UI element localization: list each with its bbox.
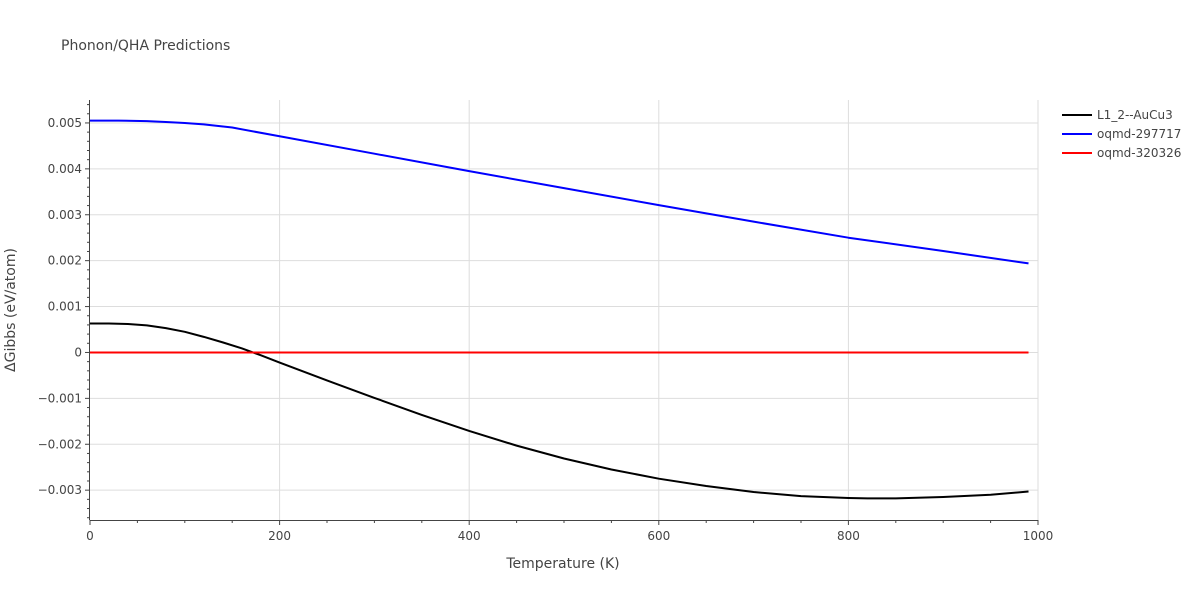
y-tick-label: 0.004 <box>48 162 82 176</box>
x-tick-label: 400 <box>458 529 481 543</box>
legend-label: oqmd-320326 <box>1097 146 1181 160</box>
x-tick-label: 800 <box>837 529 860 543</box>
y-tick-label: 0.003 <box>48 208 82 222</box>
y-tick-label: 0.005 <box>48 116 82 130</box>
y-tick-label: 0.002 <box>48 254 82 268</box>
y-tick-label: −0.003 <box>38 483 82 497</box>
legend-item[interactable]: oqmd-297717 <box>1062 127 1181 141</box>
x-tick-label: 600 <box>647 529 670 543</box>
y-tick-label: −0.001 <box>38 391 82 405</box>
y-tick-label: −0.002 <box>38 437 82 451</box>
x-tick-label: 0 <box>86 529 94 543</box>
legend[interactable]: L1_2--AuCu3 oqmd-297717 oqmd-320326 <box>1062 108 1181 160</box>
series-line-1[interactable] <box>90 322 1029 500</box>
y-axis-title: ΔGibbs (eV/atom) <box>3 248 19 372</box>
y-tick-label: 0.001 <box>48 300 82 314</box>
legend-label: L1_2--AuCu3 <box>1097 108 1173 122</box>
series-line-2[interactable] <box>90 119 1029 265</box>
legend-item[interactable]: L1_2--AuCu3 <box>1062 108 1173 122</box>
y-ticks: −0.003 −0.002 −0.001 0 0.001 0.002 0.003 0.004 0… <box>38 104 90 519</box>
x-axis-title: Temperature (K) <box>505 556 619 572</box>
series-group <box>90 119 1029 500</box>
x-tick-label: 200 <box>268 529 291 543</box>
x-tick-label: 1000 <box>1023 529 1054 543</box>
legend-item[interactable]: oqmd-320326 <box>1062 146 1181 160</box>
x-ticks: 0 200 400 600 800 1000 <box>86 520 1053 543</box>
y-tick-label: 0 <box>74 345 82 359</box>
chart-title: Phonon/QHA Predictions <box>61 38 230 54</box>
legend-label: oqmd-297717 <box>1097 127 1181 141</box>
grid <box>90 100 1039 520</box>
